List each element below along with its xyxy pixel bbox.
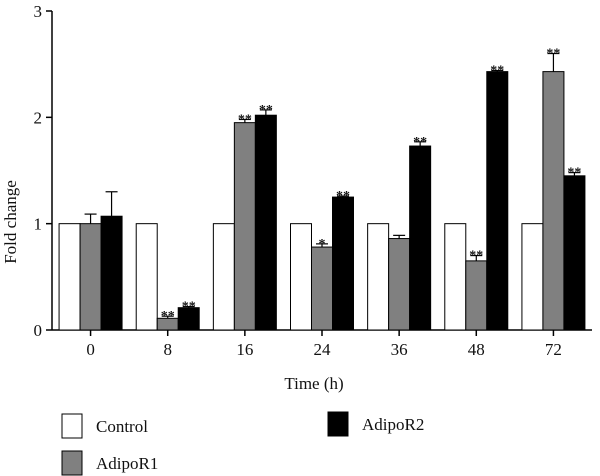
x-axis-title: Time (h) bbox=[284, 374, 343, 393]
bar bbox=[409, 145, 432, 331]
legend-swatch bbox=[61, 413, 83, 439]
x-tick-label: 36 bbox=[391, 340, 408, 359]
bar bbox=[58, 223, 81, 331]
significance-label: ** bbox=[336, 189, 350, 204]
legend-label: AdipoR2 bbox=[362, 415, 424, 434]
significance-label: ** bbox=[182, 300, 196, 315]
significance-label: ** bbox=[161, 309, 175, 324]
bar bbox=[135, 223, 158, 331]
legend-swatch bbox=[61, 450, 83, 476]
bar bbox=[367, 223, 390, 331]
bar bbox=[290, 223, 312, 331]
bars bbox=[58, 52, 586, 331]
x-tick-label: 72 bbox=[545, 340, 562, 359]
bar bbox=[388, 238, 411, 331]
legend-label: Control bbox=[96, 417, 148, 436]
bar bbox=[233, 122, 256, 331]
x-axis: 0 8 16 24 36 48 72 bbox=[52, 329, 592, 359]
significance-label: ** bbox=[469, 249, 483, 264]
legend-label: AdipoR1 bbox=[96, 454, 158, 473]
bar bbox=[563, 175, 586, 331]
bar bbox=[100, 215, 123, 331]
significance-label: ** bbox=[546, 47, 560, 62]
x-tick-label: 24 bbox=[314, 340, 332, 359]
bar bbox=[254, 114, 277, 331]
bar bbox=[79, 223, 102, 331]
y-axis: 0 1 2 3 bbox=[34, 2, 53, 340]
significance-label: * bbox=[319, 237, 326, 252]
y-axis-title: Fold change bbox=[1, 180, 20, 264]
y-tick-label: 3 bbox=[34, 2, 43, 21]
significance-label: ** bbox=[413, 135, 427, 150]
bar bbox=[311, 246, 333, 331]
x-tick-label: 48 bbox=[468, 340, 485, 359]
x-tick-label: 8 bbox=[163, 340, 172, 359]
bar bbox=[465, 260, 488, 331]
bar bbox=[486, 71, 509, 331]
y-tick-label: 1 bbox=[34, 215, 43, 234]
significance-label: ** bbox=[238, 112, 252, 127]
y-tick-label: 0 bbox=[34, 321, 43, 340]
legend-swatch bbox=[327, 411, 349, 437]
x-tick-label: 0 bbox=[86, 340, 95, 359]
bar bbox=[332, 196, 354, 331]
significance-label: ** bbox=[490, 64, 504, 79]
bar bbox=[212, 223, 235, 331]
y-tick-label: 2 bbox=[34, 108, 43, 127]
bar bbox=[521, 223, 544, 331]
legend: Control AdipoR1 AdipoR2 bbox=[61, 411, 424, 476]
significance-label: ** bbox=[259, 103, 273, 118]
x-tick-label: 16 bbox=[236, 340, 253, 359]
bar bbox=[444, 223, 467, 331]
bar bbox=[542, 71, 565, 331]
significance-annotations: ********************* bbox=[161, 47, 582, 325]
significance-label: ** bbox=[567, 166, 581, 181]
